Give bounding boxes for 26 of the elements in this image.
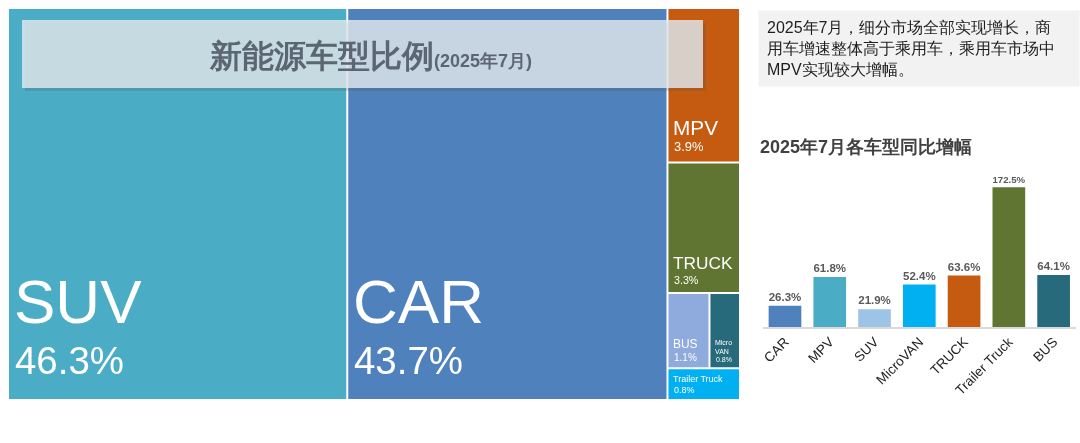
data-label: 46.3% — [15, 339, 124, 382]
bar — [858, 309, 891, 327]
data-label: 21.9% — [858, 294, 891, 307]
data-label: 172.5% — [992, 173, 1026, 185]
data-label: 64.1% — [1037, 260, 1070, 273]
bar — [902, 284, 936, 327]
data-label: 3.9% — [674, 139, 704, 154]
data-label: 1.1% — [674, 352, 697, 363]
bar — [768, 305, 802, 327]
chart-title: 2025年7月各车型同比增幅 — [760, 137, 973, 157]
category-label: MPV — [673, 116, 719, 139]
data-label: 3.3% — [674, 274, 699, 286]
bar — [992, 187, 1026, 327]
bar — [813, 276, 847, 327]
text: 新能源车型比例 — [209, 38, 434, 74]
data-label: 63.6% — [947, 260, 981, 273]
data-label: 0.8% — [674, 385, 695, 395]
bar — [947, 275, 981, 327]
text: 2025年7月，细分市场全部实现增长，商用车增速整体高于乘用车，乘用车市场中MPV实现较大增幅。 — [767, 19, 1055, 78]
data-label: 26.3% — [768, 290, 802, 303]
category-label: TRUCK — [673, 253, 733, 273]
data-label: 61.8% — [813, 261, 847, 274]
data-label: 52.4% — [903, 269, 936, 282]
data-label: 43.7% — [354, 339, 463, 382]
bar — [1037, 275, 1070, 327]
text: (2025年7月) — [434, 51, 533, 71]
